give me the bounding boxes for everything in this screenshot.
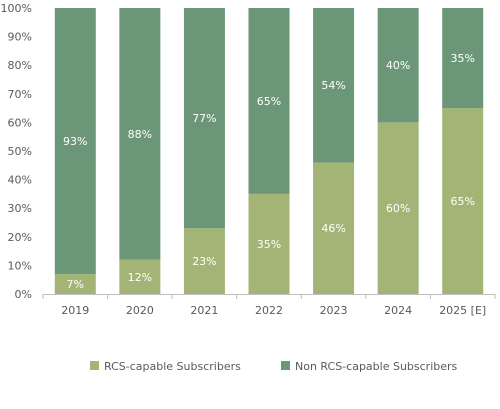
- bar-segment-rcs: [183, 228, 225, 294]
- data-label: 35%: [257, 238, 281, 251]
- legend-swatch: [90, 361, 99, 370]
- y-tick-label: 0%: [15, 288, 32, 301]
- data-label: 23%: [192, 255, 216, 268]
- bar-segment-non-rcs: [54, 8, 96, 274]
- y-tick-label: 30%: [8, 202, 32, 215]
- data-label: 88%: [128, 128, 152, 141]
- y-tick-label: 90%: [8, 31, 32, 44]
- x-tick-label: 2025 [E]: [439, 304, 486, 317]
- data-label: 54%: [321, 79, 345, 92]
- data-label: 12%: [128, 271, 152, 284]
- bar-segment-rcs: [248, 193, 290, 294]
- legend-swatch: [281, 361, 290, 370]
- bar-segment-rcs: [54, 273, 96, 294]
- bars-group: 7% 93% 12% 88% 23% 77% 35% 65% 46% 54% 60% 40% 65% 35…: [54, 8, 484, 295]
- y-tick-label: 80%: [8, 59, 32, 72]
- data-label: 7%: [67, 278, 84, 291]
- y-tick-label: 50%: [8, 145, 32, 158]
- data-label: 65%: [257, 95, 281, 108]
- bar-segment-rcs: [377, 122, 419, 295]
- bar-segment-non-rcs: [377, 8, 419, 123]
- bar-segment-non-rcs: [313, 8, 355, 163]
- y-tick-label: 40%: [8, 174, 32, 187]
- y-tick-label: 20%: [8, 231, 32, 244]
- data-label: 65%: [450, 195, 474, 208]
- data-label: 77%: [192, 112, 216, 125]
- x-tick-label: 2024: [384, 304, 412, 317]
- data-label: 40%: [386, 59, 410, 72]
- legend-label: Non RCS-capable Subscribers: [295, 360, 458, 373]
- bar-segment-rcs: [119, 259, 161, 294]
- bar-segment-rcs: [442, 108, 484, 294]
- data-label: 93%: [63, 135, 87, 148]
- y-axis: 0% 10% 20% 30% 40% 50% 60% 70% 80% 90% 100%: [1, 2, 32, 301]
- legend-item-rcs: RCS-capable Subscribers: [90, 360, 241, 373]
- y-tick-label: 70%: [8, 88, 32, 101]
- x-tick-label: 2021: [190, 304, 218, 317]
- x-axis: 2019 2020 2021 2022 2023 2024 2025 [E]: [42, 294, 496, 317]
- bar-segment-non-rcs: [183, 8, 225, 229]
- bar-segment-non-rcs: [248, 8, 290, 194]
- bar-segment-rcs: [313, 162, 355, 294]
- legend: RCS-capable Subscribers Non RCS-capable S…: [90, 360, 458, 373]
- x-tick-label: 2020: [126, 304, 154, 317]
- data-label: 60%: [386, 202, 410, 215]
- x-tick-label: 2022: [255, 304, 283, 317]
- x-tick-label: 2023: [320, 304, 348, 317]
- y-tick-label: 60%: [8, 116, 32, 129]
- data-label: 35%: [450, 52, 474, 65]
- x-tick-label: 2019: [61, 304, 89, 317]
- y-tick-label: 100%: [1, 2, 32, 15]
- bar-segment-non-rcs: [119, 8, 161, 260]
- bar-segment-non-rcs: [442, 8, 484, 109]
- y-tick-label: 10%: [8, 259, 32, 272]
- legend-label: RCS-capable Subscribers: [104, 360, 241, 373]
- data-label: 46%: [321, 222, 345, 235]
- legend-item-non-rcs: Non RCS-capable Subscribers: [281, 360, 458, 373]
